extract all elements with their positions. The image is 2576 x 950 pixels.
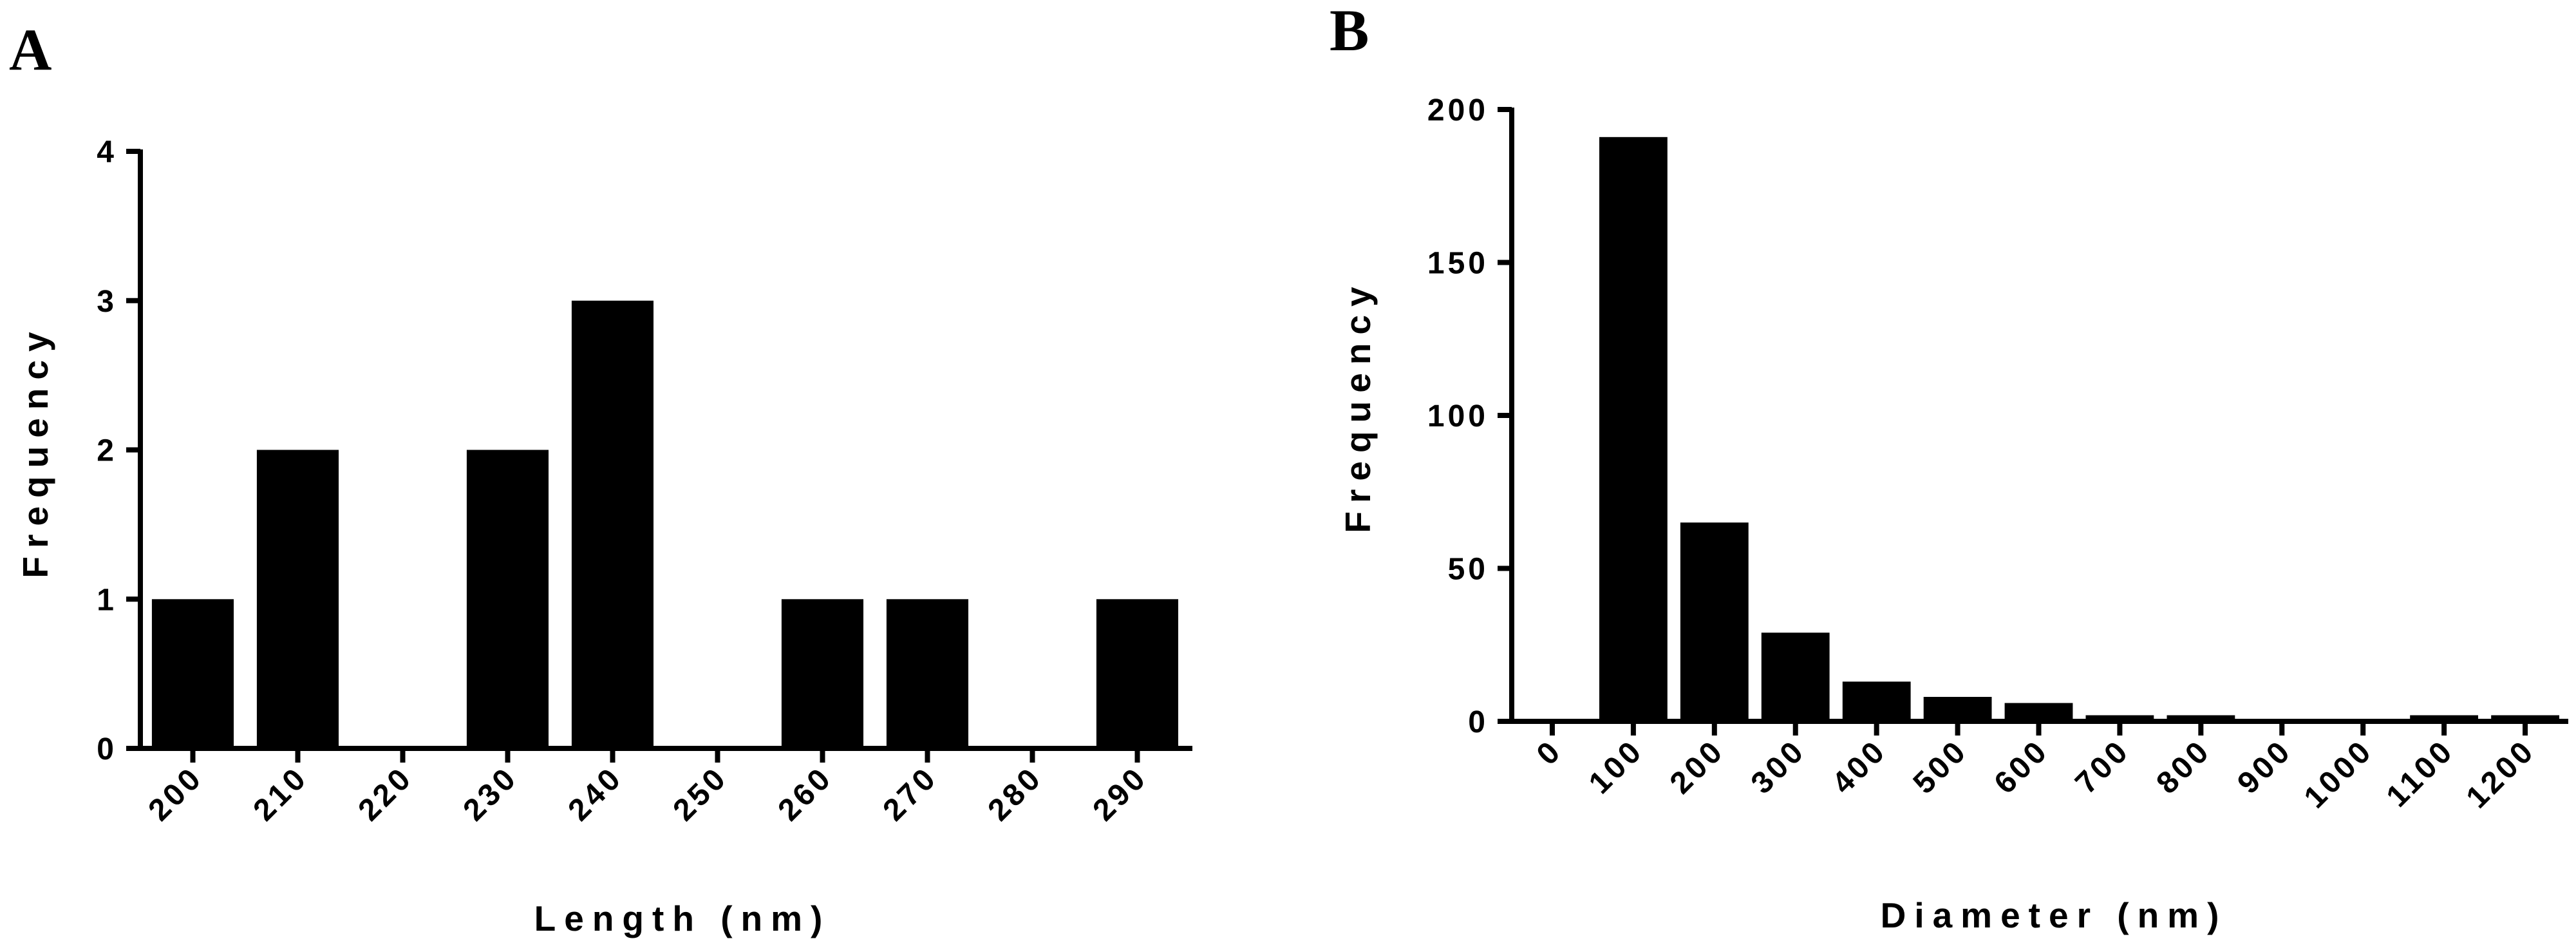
panel-a-x-tick-label: 250 — [667, 760, 735, 828]
panel-b-bar-600 — [2004, 703, 2073, 721]
panel-b-x-tick-label: 300 — [1745, 733, 1812, 801]
panel-b-x-tick-label: 800 — [2150, 733, 2217, 801]
panel-a-y-tick-label: 4 — [97, 135, 117, 169]
panel-a-chart: A Frequency Length (nm) 0 1 2 3 4 200 210 220 2… — [9, 17, 1192, 938]
panel-a-x-tick-label: 240 — [562, 760, 630, 828]
panel-a-bar-230 — [466, 450, 549, 748]
panel-b-y-tick-label: 100 — [1427, 399, 1489, 433]
panel-b-y-axis-title: Frequency — [1338, 278, 1378, 533]
panel-a-x-tick-label: 230 — [457, 760, 525, 828]
panel-b-bar-300 — [1761, 632, 1830, 722]
panel-a-x-tick-label: 270 — [877, 760, 945, 828]
panel-b-x-tick-label: 1100 — [2380, 733, 2461, 813]
panel-a-bar-290 — [1096, 599, 1178, 749]
panel-b-bar-200 — [1680, 522, 1749, 722]
panel-a-y-tick-label: 0 — [97, 732, 117, 766]
panel-b-chart: B Frequency Diameter (nm) 0 50 100 150 200 0… — [1330, 0, 2568, 935]
panel-b-bar-500 — [1923, 697, 1992, 721]
panel-a-bar-270 — [886, 599, 968, 749]
panel-a-x-tick-label: 200 — [142, 760, 210, 828]
panel-a-x-tick-label: 280 — [982, 760, 1049, 828]
panel-b-x-axis-title: Diameter (nm) — [1881, 895, 2228, 935]
panel-b-bar-400 — [1842, 681, 1911, 722]
panel-b-x-tick-label: 1000 — [2298, 733, 2380, 815]
panel-a-y-tick-label: 2 — [97, 434, 117, 468]
panel-b-x-tick-label: 100 — [1583, 733, 1650, 801]
panel-b-x-tick-label: 0 — [1530, 733, 1569, 772]
panel-b-x-tick-label: 400 — [1826, 733, 1894, 801]
panel-b-x-tick-label: 900 — [2231, 733, 2299, 801]
panel-b-bar-800 — [2167, 715, 2235, 721]
panel-b-x-tick-label: 600 — [1988, 733, 2056, 801]
panel-b-bar-1200 — [2491, 715, 2559, 721]
panel-b-y-tick-label: 0 — [1468, 705, 1489, 739]
panel-b-label: B — [1330, 0, 1369, 63]
panel-a-y-tick-label: 3 — [97, 285, 117, 319]
panel-a-bar-260 — [781, 599, 863, 749]
panel-a-x-tick-label: 220 — [352, 760, 420, 828]
panel-b-x-tick-label: 700 — [2069, 733, 2136, 801]
panel-b-bar-1100 — [2410, 715, 2478, 721]
panel-b-x-tick-label: 1200 — [2460, 733, 2542, 815]
panel-a-bar-210 — [256, 450, 339, 748]
panel-a-label: A — [9, 17, 52, 82]
panel-b-x-tick-label: 500 — [1907, 733, 1975, 801]
panel-b-bar-700 — [2085, 715, 2154, 721]
panel-a-x-tick-label: 260 — [772, 760, 840, 828]
panel-a-y-axis-title: Frequency — [15, 323, 55, 578]
panel-b-y-tick-label: 50 — [1448, 553, 1489, 587]
panel-a-x-tick-label: 290 — [1087, 760, 1154, 828]
panel-b-y-tick-label: 150 — [1427, 247, 1489, 281]
panel-a-bar-200 — [151, 599, 234, 749]
panel-b-x-tick-label: 200 — [1664, 733, 1731, 801]
panel-b-bar-100 — [1599, 137, 1668, 722]
panel-a-x-axis-title: Length (nm) — [534, 898, 831, 938]
panel-a-y-tick-label: 1 — [97, 583, 117, 617]
panel-a-x-tick-label: 210 — [247, 760, 315, 828]
panel-a-bar-240 — [571, 300, 653, 749]
panel-b-y-tick-label: 200 — [1427, 93, 1489, 128]
